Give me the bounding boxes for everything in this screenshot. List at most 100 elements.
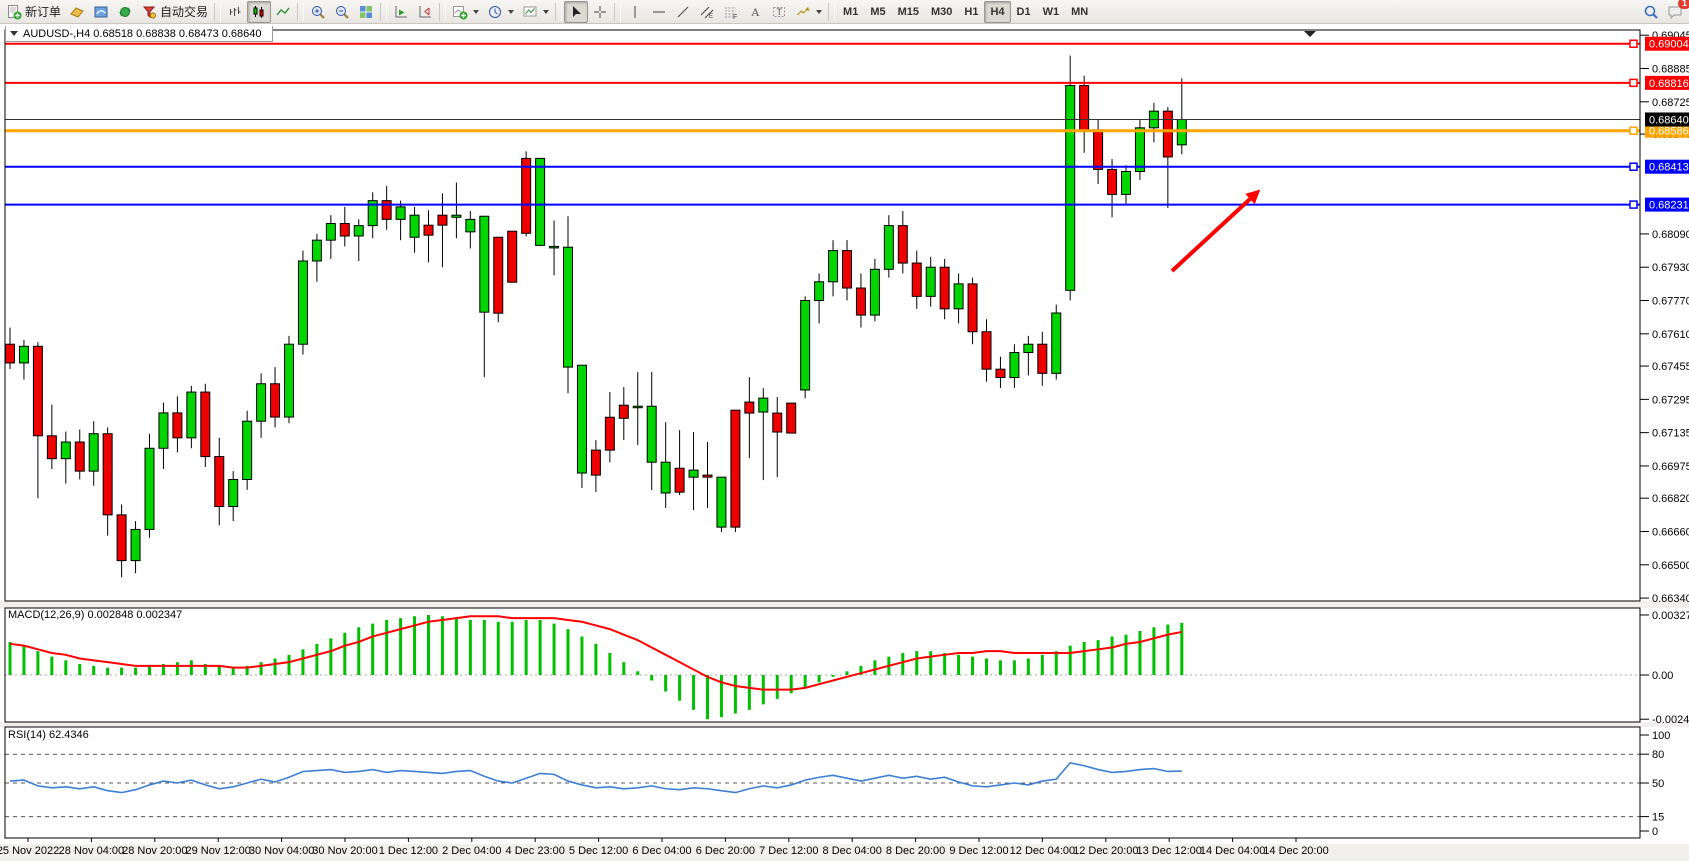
autotrading-button[interactable]: 自动交易	[137, 1, 212, 23]
rsi-tick-label: 80	[1652, 749, 1664, 761]
candle-body	[632, 405, 643, 409]
arrows-button[interactable]	[791, 1, 826, 23]
time-tick-label: 13 Dec 12:00	[1136, 845, 1201, 857]
candle-body	[130, 528, 141, 562]
search-button[interactable]	[1639, 1, 1663, 23]
toolbar-separator	[439, 2, 447, 21]
time-tick-label: 30 Nov 20:00	[312, 845, 377, 857]
pane-border	[4, 726, 1641, 839]
candle-body	[618, 404, 629, 419]
chevron-down-icon[interactable]	[543, 9, 550, 14]
cursor-button[interactable]	[564, 0, 589, 23]
timeframe-m1-button[interactable]: M1	[843, 5, 859, 18]
market-watch-button[interactable]	[65, 1, 89, 23]
arrows-icon	[795, 4, 811, 20]
candle-body	[716, 476, 727, 528]
toolbar-separator	[380, 2, 388, 21]
candle-body	[883, 225, 894, 270]
line-anchor-handle[interactable]	[1629, 39, 1638, 48]
timeframe-m30-button[interactable]: M30	[931, 5, 953, 18]
time-tick-label: 25 Nov 2022	[0, 845, 59, 857]
periods-button[interactable]	[483, 1, 518, 23]
candle-body	[200, 391, 211, 458]
fibonacci-button[interactable]: F	[719, 1, 743, 23]
annotation-arrow-shaft[interactable]	[1170, 197, 1252, 273]
timeframe-d1-button[interactable]: D1	[1016, 5, 1031, 18]
templates-button[interactable]	[518, 1, 553, 23]
price-chart-canvas[interactable]: 0.690450.688850.687250.685700.680900.679…	[0, 24, 1689, 861]
price-line-label-text: 0.69004	[1649, 39, 1689, 51]
candle-body	[270, 383, 281, 418]
collapse-icon[interactable]	[10, 31, 18, 36]
horizontal-line-button[interactable]	[647, 1, 671, 23]
chart-window[interactable]: AUDUSD-,H4 0.68518 0.68838 0.68473 0.686…	[0, 24, 1689, 861]
text-label-button[interactable]: T	[767, 1, 791, 23]
candle-body	[828, 250, 839, 283]
new-order-button[interactable]: 新订单	[2, 1, 65, 23]
line-anchor-handle[interactable]	[1629, 126, 1638, 135]
timeframe-w1-button[interactable]: W1	[1042, 5, 1060, 18]
line-chart-button[interactable]	[271, 1, 295, 23]
signals-button[interactable]	[113, 1, 137, 23]
chevron-down-icon[interactable]	[473, 9, 480, 14]
text-button[interactable]: A	[743, 1, 767, 23]
pane-separator[interactable]	[0, 601, 1689, 608]
chart-title-box: AUDUSD-,H4 0.68518 0.68838 0.68473 0.686…	[5, 26, 273, 42]
channel-button[interactable]: E	[695, 1, 719, 23]
line-anchor-handle[interactable]	[1629, 162, 1638, 171]
toolbar-separator	[828, 2, 836, 21]
line-anchor-handle[interactable]	[1629, 78, 1638, 88]
notifications-button[interactable]: 1	[1663, 0, 1689, 23]
candle-body	[660, 461, 671, 494]
timeframe-m5-button[interactable]: M5	[870, 5, 886, 18]
text-icon: A	[747, 4, 763, 20]
candlestick-chart-button[interactable]	[247, 0, 272, 23]
annotation-arrow-head[interactable]	[1245, 189, 1261, 205]
vertical-line-button[interactable]	[623, 1, 647, 23]
candle-body	[535, 157, 546, 246]
periods-icon	[487, 4, 503, 20]
chevron-down-icon[interactable]	[508, 9, 515, 14]
indicators-button[interactable]	[448, 1, 483, 23]
candle-body	[1079, 85, 1090, 131]
candle-body	[465, 218, 476, 233]
time-axis-strip	[0, 844, 1689, 861]
candle-body	[297, 260, 308, 345]
pane-separator[interactable]	[0, 722, 1689, 727]
auto-scroll-button[interactable]	[389, 1, 413, 23]
line-anchor-handle[interactable]	[1629, 200, 1638, 209]
timeframe-m15-button[interactable]: M15	[897, 5, 919, 18]
candle-body	[995, 368, 1006, 379]
time-tick-label: 8 Dec 20:00	[886, 845, 945, 857]
svg-text:E: E	[709, 14, 713, 20]
vertical-line-icon	[627, 4, 643, 20]
bar-chart-button[interactable]	[223, 1, 247, 23]
horizontal-line-icon	[651, 4, 667, 20]
price-axis[interactable]: 0.690450.688850.687250.685700.680900.679…	[1640, 30, 1689, 838]
chart-shift-button[interactable]	[413, 1, 437, 23]
candle-body	[953, 283, 964, 310]
chart-shift-marker[interactable]	[1304, 31, 1316, 37]
price-line-label-text: 0.68586	[1649, 126, 1689, 138]
candle-body	[409, 214, 420, 238]
candle-body	[521, 157, 532, 234]
price-tick-label: 0.67610	[1652, 329, 1689, 341]
timeframe-h1-button[interactable]: H1	[964, 5, 979, 18]
candle-body	[758, 397, 769, 413]
timeframe-mn-button[interactable]: MN	[1071, 5, 1089, 18]
time-tick-label: 14 Dec 04:00	[1200, 845, 1265, 857]
zoom-in-button[interactable]	[306, 1, 330, 23]
chevron-down-icon[interactable]	[816, 9, 823, 14]
candle-body	[46, 435, 57, 460]
tile-windows-button[interactable]	[354, 1, 378, 23]
timeframe-h4-button[interactable]: H4	[984, 0, 1011, 23]
navigator-button[interactable]	[89, 1, 113, 23]
zoom-out-button[interactable]	[330, 1, 354, 23]
trendline-button[interactable]	[671, 1, 695, 23]
candle-body	[702, 474, 713, 478]
price-line-label	[1645, 36, 1689, 51]
crosshair-button[interactable]	[588, 1, 612, 23]
candle-body	[1009, 352, 1020, 379]
time-tick-label: 6 Dec 20:00	[696, 845, 755, 857]
